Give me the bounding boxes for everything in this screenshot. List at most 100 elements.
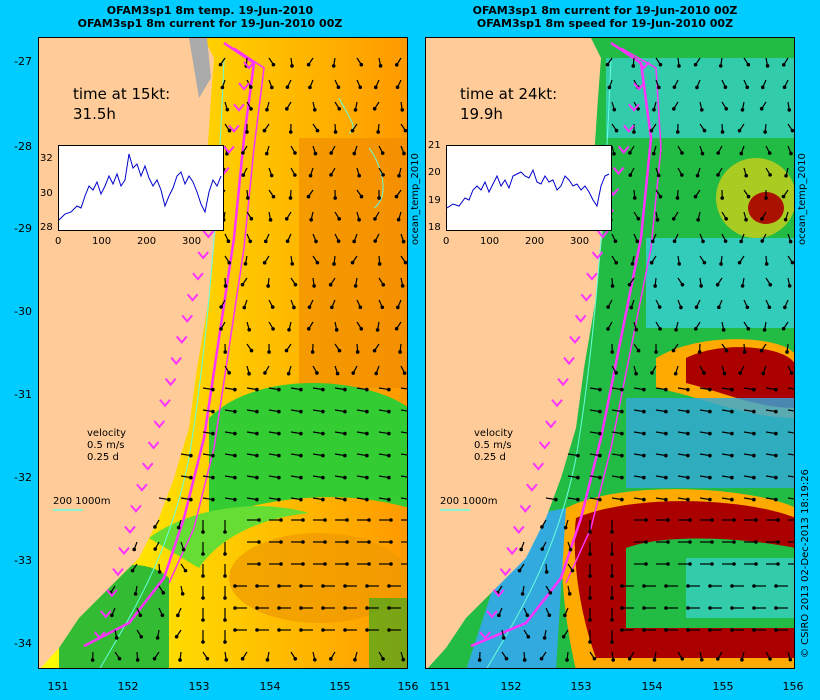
current-arrow-head — [315, 128, 320, 133]
current-arrow-head — [702, 128, 707, 133]
route-chevron — [586, 272, 598, 281]
current-arrow-head — [343, 497, 347, 502]
current-arrow-head — [401, 239, 406, 244]
route-chevron — [538, 441, 551, 450]
current-arrow-head — [389, 518, 393, 522]
left-time-label: time at 15kt: 31.5h — [73, 84, 170, 124]
current-arrow-head — [610, 350, 615, 354]
current-arrow-head — [329, 151, 333, 155]
right-map-panel: time at 24kt: 19.9h velocity 0.5 m/s 0.2… — [425, 37, 795, 669]
current-arrow-head — [315, 260, 320, 265]
current-arrow-head — [760, 85, 765, 90]
current-arrow-head — [606, 305, 610, 309]
current-arrow-head — [309, 217, 313, 222]
current-arrow-head — [332, 262, 336, 266]
current-arrow-head — [189, 497, 193, 502]
current-arrow-head — [299, 584, 303, 588]
route-chevron — [228, 124, 240, 133]
route-chevron — [112, 568, 124, 577]
current-arrow-head — [135, 658, 140, 662]
current-arrow-head — [642, 497, 646, 502]
current-arrow-head — [642, 387, 646, 392]
current-arrow-head — [620, 453, 624, 458]
current-arrow-head — [774, 628, 778, 632]
current-arrow-head — [567, 592, 572, 596]
current-arrow-head — [240, 282, 245, 287]
current-arrow-head — [702, 260, 707, 265]
loop-inner — [686, 558, 794, 618]
current-arrow-head — [774, 409, 778, 414]
current-arrow-head — [672, 239, 677, 244]
route-chevron — [580, 293, 593, 302]
current-arrow-head — [686, 475, 690, 480]
current-arrow-head — [255, 431, 259, 436]
current-arrow-head — [262, 128, 267, 133]
current-arrow-head — [299, 497, 303, 502]
current-arrow — [400, 409, 407, 412]
current-arrow-head — [672, 85, 677, 89]
right-title-line2: OFAM3sp1 8m speed for 19-Jun-2010 00Z — [476, 17, 734, 30]
current-arrow-head — [220, 85, 225, 90]
current-arrow-head — [717, 305, 721, 310]
current-arrow-head — [649, 128, 654, 133]
current-arrow-head — [402, 151, 406, 156]
current-arrow-head — [520, 592, 525, 596]
current-arrow-head — [400, 108, 405, 112]
route-chevron — [233, 103, 245, 112]
current-arrow-head — [365, 497, 369, 502]
current-arrow-head — [716, 151, 720, 155]
route-chevron — [597, 230, 609, 239]
current-arrow-head — [90, 658, 95, 662]
current-arrow-head — [287, 327, 291, 332]
current-arrow-head — [565, 658, 569, 662]
current-arrow-head — [345, 518, 349, 522]
current-arrow-head — [189, 475, 193, 480]
current-arrow-head — [776, 540, 780, 544]
current-arrow-head — [752, 475, 756, 480]
current-arrow-head — [611, 658, 616, 662]
current-arrow-head — [631, 64, 636, 68]
current-arrow-head — [225, 107, 230, 112]
current-arrow-head — [358, 305, 363, 310]
current-arrow-head — [367, 540, 371, 544]
current-arrow-head — [614, 128, 619, 133]
current-arrow-head — [671, 348, 676, 353]
route-chevron — [238, 82, 250, 91]
current-arrow-head — [738, 371, 743, 375]
current-arrow-head — [610, 596, 614, 600]
current-arrow-head — [242, 305, 247, 310]
current-arrow-head — [323, 540, 327, 544]
lon-tick-right-151: 151 — [429, 680, 451, 693]
route-chevron — [557, 378, 569, 387]
current-arrow-head — [353, 108, 358, 112]
current-arrow-head — [708, 628, 712, 632]
right-inset-chart — [446, 145, 612, 231]
current-arrow-head — [352, 239, 356, 244]
current-arrow-head — [223, 552, 227, 556]
current-arrow-head — [373, 239, 378, 243]
current-arrow-head — [223, 350, 228, 354]
current-arrow-head — [664, 628, 668, 632]
left-inset-ytick-30: 30 — [40, 188, 53, 199]
current-arrow-head — [694, 305, 699, 309]
current-arrow-head — [746, 194, 751, 199]
current-arrow-head — [598, 387, 602, 392]
current-arrow-head — [381, 657, 385, 661]
current-arrow-head — [117, 656, 122, 661]
current-arrow-head — [620, 409, 624, 414]
current-arrow-head — [760, 217, 764, 221]
right-title: OFAM3sp1 8m current for 19-Jun-2010 00Z … — [430, 4, 780, 30]
current-arrow-head — [732, 562, 736, 566]
current-arrow-head — [680, 282, 685, 287]
route-chevron — [506, 546, 518, 556]
current-arrow-head — [321, 628, 325, 632]
lat-tick-34: -34 — [14, 637, 32, 650]
current-arrow-head — [373, 217, 377, 221]
current-arrow-head — [290, 262, 295, 266]
left-scale-label: 200 1000m — [53, 496, 111, 507]
route-chevron — [106, 589, 118, 598]
current-arrow-head — [321, 475, 325, 480]
current-arrow-head — [183, 568, 188, 573]
current-arrow-head — [387, 475, 391, 480]
current-arrow-head — [223, 284, 228, 288]
